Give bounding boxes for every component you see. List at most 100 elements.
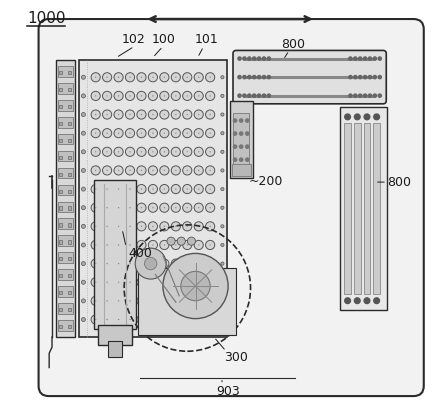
- Circle shape: [152, 95, 154, 97]
- Circle shape: [103, 147, 112, 156]
- Circle shape: [171, 259, 180, 268]
- Circle shape: [194, 184, 203, 193]
- Circle shape: [141, 151, 142, 153]
- Circle shape: [194, 73, 203, 82]
- Circle shape: [234, 158, 237, 161]
- Bar: [344, 123, 351, 294]
- Circle shape: [182, 110, 192, 119]
- Circle shape: [118, 263, 119, 264]
- Circle shape: [95, 300, 96, 301]
- Circle shape: [243, 94, 246, 97]
- Circle shape: [118, 300, 119, 301]
- Circle shape: [103, 110, 112, 119]
- Circle shape: [175, 170, 177, 171]
- Circle shape: [164, 244, 165, 246]
- Circle shape: [364, 76, 367, 79]
- Circle shape: [141, 319, 142, 320]
- Bar: [56, 60, 75, 337]
- Circle shape: [206, 240, 215, 249]
- Circle shape: [137, 278, 146, 287]
- Circle shape: [91, 222, 100, 231]
- Circle shape: [160, 184, 169, 193]
- Circle shape: [164, 300, 165, 301]
- Circle shape: [114, 128, 123, 138]
- Circle shape: [243, 76, 246, 79]
- Circle shape: [107, 281, 108, 283]
- Circle shape: [206, 128, 215, 138]
- Circle shape: [374, 298, 380, 303]
- Circle shape: [152, 114, 154, 115]
- Circle shape: [378, 76, 381, 79]
- Circle shape: [81, 75, 85, 79]
- Circle shape: [152, 189, 154, 190]
- Circle shape: [164, 226, 165, 227]
- Circle shape: [182, 315, 192, 324]
- Circle shape: [345, 298, 350, 303]
- Bar: [59, 173, 62, 176]
- Circle shape: [171, 222, 180, 231]
- Circle shape: [137, 259, 146, 268]
- Circle shape: [248, 57, 251, 60]
- Bar: [68, 88, 71, 91]
- Circle shape: [238, 57, 241, 60]
- Circle shape: [164, 170, 165, 171]
- Circle shape: [354, 298, 360, 303]
- Circle shape: [171, 166, 180, 175]
- Circle shape: [186, 207, 188, 209]
- Circle shape: [186, 189, 188, 190]
- Bar: [59, 257, 62, 261]
- Circle shape: [198, 263, 199, 264]
- Bar: [58, 320, 73, 330]
- Circle shape: [160, 222, 169, 231]
- Circle shape: [171, 296, 180, 306]
- Circle shape: [81, 299, 85, 303]
- Bar: [58, 218, 73, 229]
- Circle shape: [91, 147, 100, 156]
- Circle shape: [129, 319, 131, 320]
- Circle shape: [182, 91, 192, 101]
- Bar: [59, 325, 62, 328]
- Circle shape: [198, 76, 199, 78]
- Bar: [58, 83, 73, 94]
- Circle shape: [198, 114, 199, 115]
- Bar: [58, 184, 73, 195]
- Circle shape: [125, 296, 135, 306]
- Circle shape: [194, 278, 203, 287]
- Circle shape: [210, 95, 211, 97]
- Circle shape: [221, 281, 224, 284]
- Circle shape: [234, 145, 237, 148]
- Circle shape: [129, 95, 131, 97]
- Circle shape: [194, 222, 203, 231]
- Circle shape: [373, 76, 377, 79]
- Circle shape: [160, 296, 169, 306]
- Circle shape: [160, 128, 169, 138]
- Circle shape: [182, 166, 192, 175]
- Bar: [68, 223, 71, 227]
- Circle shape: [148, 240, 158, 249]
- Circle shape: [374, 114, 380, 120]
- Circle shape: [114, 91, 123, 101]
- Circle shape: [186, 319, 188, 320]
- Bar: [68, 240, 71, 243]
- Circle shape: [210, 263, 211, 264]
- Circle shape: [187, 237, 195, 245]
- Circle shape: [160, 147, 169, 156]
- Bar: [340, 107, 387, 310]
- Circle shape: [107, 319, 108, 320]
- Circle shape: [137, 184, 146, 193]
- Circle shape: [118, 281, 119, 283]
- Circle shape: [152, 319, 154, 320]
- Circle shape: [125, 315, 135, 324]
- Circle shape: [198, 189, 199, 190]
- Circle shape: [103, 315, 112, 324]
- Bar: [59, 139, 62, 142]
- Circle shape: [91, 73, 100, 82]
- Circle shape: [160, 278, 169, 287]
- Circle shape: [137, 296, 146, 306]
- Circle shape: [95, 207, 96, 209]
- Circle shape: [253, 94, 256, 97]
- Circle shape: [164, 263, 165, 264]
- Circle shape: [164, 114, 165, 115]
- Circle shape: [125, 128, 135, 138]
- Circle shape: [354, 57, 357, 60]
